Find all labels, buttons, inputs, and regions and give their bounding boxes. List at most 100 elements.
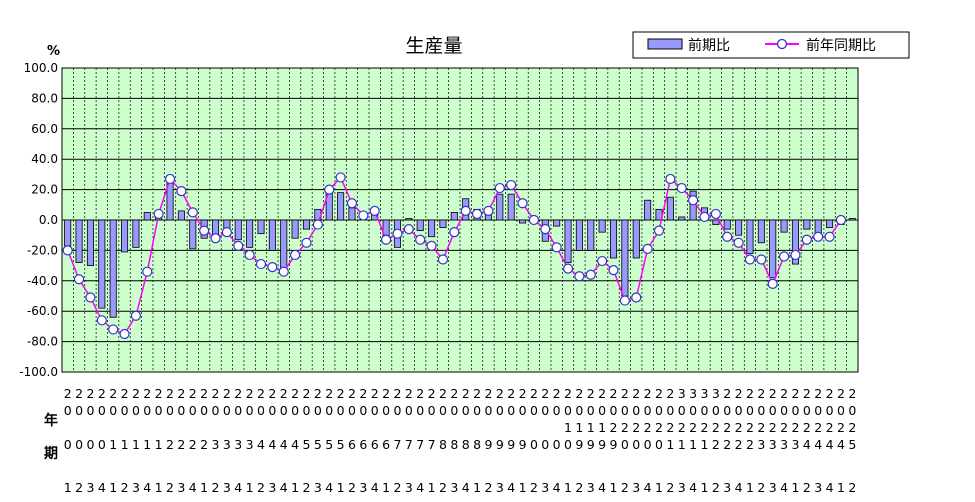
x-year-digit-4: 8 bbox=[473, 437, 481, 452]
y-tick-label: 100.0 bbox=[24, 61, 58, 75]
x-quarter-label: 2 bbox=[348, 480, 356, 495]
x-year-digit-4: 1 bbox=[109, 437, 117, 452]
x-year-digit-1: 2 bbox=[780, 386, 788, 401]
bar bbox=[746, 219, 754, 254]
x-year-digit-1: 2 bbox=[519, 386, 527, 401]
x-year-digit-4: 3 bbox=[212, 437, 220, 452]
x-year-digit-1: 2 bbox=[814, 386, 822, 401]
x-year-digit-1: 2 bbox=[98, 386, 106, 401]
line-point bbox=[244, 249, 255, 261]
line-point bbox=[301, 237, 312, 248]
x-quarter-label: 2 bbox=[621, 480, 629, 495]
x-quarter-label: 3 bbox=[359, 480, 367, 495]
x-quarter-label: 4 bbox=[280, 480, 288, 495]
line-point bbox=[506, 179, 517, 191]
x-year-digit-1: 2 bbox=[428, 386, 436, 401]
x-year-digit-4: 4 bbox=[837, 437, 845, 452]
quarter-row-label: 期 bbox=[44, 446, 58, 462]
bar bbox=[723, 219, 731, 230]
x-quarter-label: 1 bbox=[246, 480, 254, 495]
bar bbox=[553, 219, 561, 227]
x-quarter-label: 1 bbox=[701, 480, 709, 495]
x-year-digit-3: 2 bbox=[757, 420, 765, 435]
x-year-digit-4: 5 bbox=[848, 437, 856, 452]
x-year-digit-1: 2 bbox=[291, 386, 299, 401]
x-year-digit-4: 0 bbox=[655, 437, 663, 452]
x-year-digit-1: 2 bbox=[405, 386, 413, 401]
x-year-digit-1: 2 bbox=[746, 386, 754, 401]
x-year-digit-1: 2 bbox=[234, 386, 242, 401]
line-point bbox=[358, 210, 369, 221]
line-point bbox=[619, 295, 630, 306]
legend-line-marker bbox=[776, 38, 788, 50]
x-year-digit-3: 2 bbox=[610, 420, 618, 435]
x-year-digit-4: 8 bbox=[450, 437, 458, 452]
x-year-digit-2: 0 bbox=[655, 403, 663, 418]
x-year-digit-2: 0 bbox=[75, 403, 83, 418]
line-point bbox=[96, 315, 107, 326]
line-point bbox=[119, 328, 130, 340]
x-year-digit-2: 0 bbox=[428, 403, 436, 418]
x-year-digit-1: 3 bbox=[701, 386, 709, 401]
x-year-digit-2: 0 bbox=[757, 403, 765, 418]
x-quarter-label: 4 bbox=[507, 480, 515, 495]
x-year-digit-3: 2 bbox=[701, 420, 709, 435]
bar bbox=[598, 219, 606, 233]
x-year-digit-2: 0 bbox=[791, 403, 799, 418]
line-point bbox=[130, 310, 142, 321]
x-year-digit-2: 0 bbox=[644, 403, 652, 418]
x-quarter-label: 2 bbox=[257, 480, 265, 495]
line-point bbox=[722, 231, 733, 242]
x-year-digit-4: 1 bbox=[678, 437, 686, 452]
bar bbox=[507, 193, 515, 221]
line-point bbox=[324, 184, 335, 195]
x-quarter-label: 3 bbox=[132, 480, 140, 495]
x-year-digit-1: 2 bbox=[348, 386, 356, 401]
x-year-digit-1: 2 bbox=[564, 386, 572, 401]
x-quarter-label: 4 bbox=[189, 480, 197, 495]
x-year-digit-1: 2 bbox=[337, 386, 345, 401]
x-year-digit-1: 2 bbox=[735, 386, 743, 401]
x-year-digit-4: 2 bbox=[735, 437, 743, 452]
line-point bbox=[210, 233, 221, 244]
x-year-digit-2: 0 bbox=[610, 403, 618, 418]
bar bbox=[666, 196, 674, 221]
x-year-digit-4: 7 bbox=[393, 437, 401, 452]
x-year-digit-4: 7 bbox=[428, 437, 436, 452]
x-year-digit-4: 4 bbox=[257, 437, 265, 452]
bar bbox=[678, 216, 686, 221]
y-tick-label: -40.0 bbox=[27, 274, 58, 288]
x-year-digit-2: 0 bbox=[337, 403, 345, 418]
bar bbox=[428, 219, 436, 238]
line-point bbox=[801, 234, 812, 245]
bar bbox=[405, 218, 413, 221]
x-year-digit-1: 2 bbox=[166, 386, 174, 401]
x-year-digit-1: 2 bbox=[791, 386, 799, 401]
line-point bbox=[824, 231, 835, 242]
x-year-digit-2: 0 bbox=[132, 403, 140, 418]
bar bbox=[803, 219, 811, 230]
y-tick-label: -100.0 bbox=[19, 365, 58, 379]
bar bbox=[177, 210, 185, 221]
bar bbox=[211, 219, 220, 236]
x-year-digit-3: 2 bbox=[621, 420, 629, 435]
line-point bbox=[528, 214, 540, 226]
x-year-digit-2: 0 bbox=[780, 403, 788, 418]
x-year-digit-2: 0 bbox=[268, 403, 276, 418]
x-year-digit-4: 9 bbox=[507, 437, 515, 452]
x-year-digit-2: 0 bbox=[723, 403, 731, 418]
bar bbox=[86, 219, 94, 266]
x-year-digit-1: 2 bbox=[769, 386, 777, 401]
x-year-digit-4: 4 bbox=[803, 437, 811, 452]
x-year-digit-2: 0 bbox=[246, 403, 254, 418]
line-point bbox=[449, 227, 460, 238]
bar bbox=[121, 219, 129, 253]
line-point bbox=[574, 271, 585, 282]
x-year-digit-2: 0 bbox=[314, 403, 322, 418]
x-year-digit-4: 0 bbox=[632, 437, 640, 452]
x-quarter-label: 3 bbox=[723, 480, 731, 495]
line-point bbox=[255, 258, 267, 270]
line-point bbox=[540, 224, 551, 235]
x-quarter-label: 1 bbox=[655, 480, 663, 495]
x-year-digit-2: 0 bbox=[746, 403, 754, 418]
